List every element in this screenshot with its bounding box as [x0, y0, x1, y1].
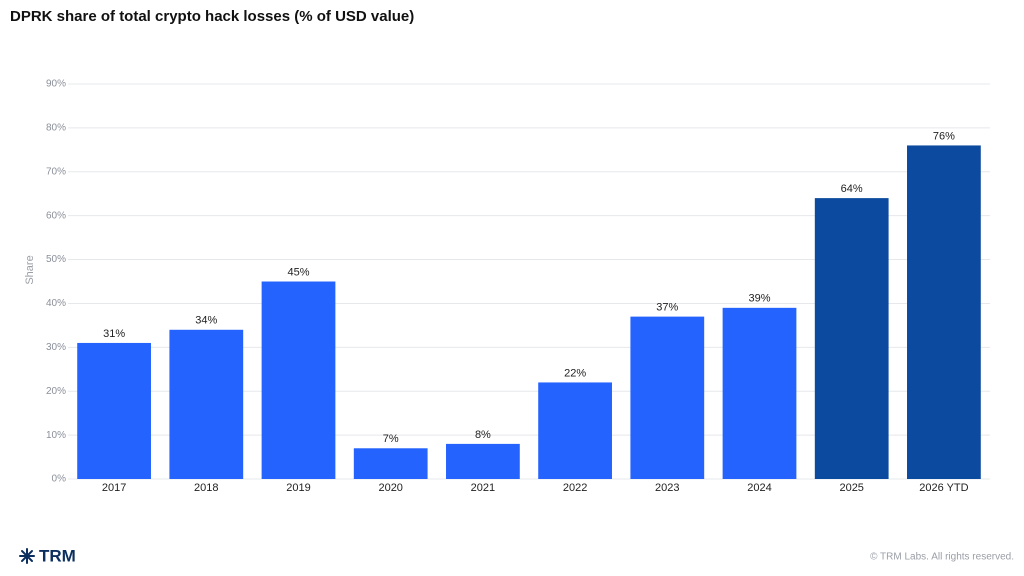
value-label: 64% [841, 183, 863, 195]
logo-icon [19, 548, 35, 564]
value-label: 34% [195, 315, 217, 327]
y-tick-label: 40% [46, 298, 66, 309]
y-tick-label: 30% [46, 342, 66, 353]
x-tick-label: 2022 [563, 482, 587, 494]
value-label: 76% [933, 130, 955, 142]
y-tick-label: 20% [46, 386, 66, 397]
y-tick-label: 50% [46, 254, 66, 265]
bar [261, 281, 336, 479]
bar [722, 307, 797, 479]
value-label: 39% [748, 293, 770, 305]
y-tick-label: 70% [46, 166, 66, 177]
value-label: 37% [656, 302, 678, 314]
y-axis-label: Share [24, 255, 36, 284]
x-tick-label: 2023 [655, 482, 679, 494]
y-tick-label: 60% [46, 210, 66, 221]
x-tick-label: 2017 [102, 482, 126, 494]
value-label: 31% [103, 328, 125, 340]
bar [77, 342, 151, 479]
x-tick-label: 2021 [471, 482, 495, 494]
x-tick-label: 2025 [839, 482, 863, 494]
value-label: 22% [564, 367, 586, 379]
bar [446, 443, 520, 479]
value-label: 8% [475, 429, 491, 441]
y-tick-label: 10% [46, 430, 66, 441]
bar [630, 316, 705, 479]
y-tick-label: 0% [52, 474, 67, 485]
bar [353, 448, 428, 479]
x-tick-label: 2024 [747, 482, 771, 494]
bar [814, 198, 889, 479]
x-tick-label: 2019 [286, 482, 310, 494]
y-tick-label: 80% [46, 123, 66, 134]
chart-title: DPRK share of total crypto hack losses (… [10, 8, 414, 25]
x-tick-label: 2020 [378, 482, 402, 494]
y-tick-label: 90% [46, 79, 66, 90]
x-tick-label: 2026 YTD [919, 482, 968, 494]
logo-text: TRM [39, 546, 76, 565]
value-label: 45% [287, 266, 309, 278]
x-tick-label: 2018 [194, 482, 218, 494]
bar [907, 145, 981, 479]
bar [538, 382, 612, 479]
copyright: © TRM Labs. All rights reserved. [870, 552, 1014, 563]
bar [169, 329, 244, 479]
value-label: 7% [383, 433, 399, 445]
